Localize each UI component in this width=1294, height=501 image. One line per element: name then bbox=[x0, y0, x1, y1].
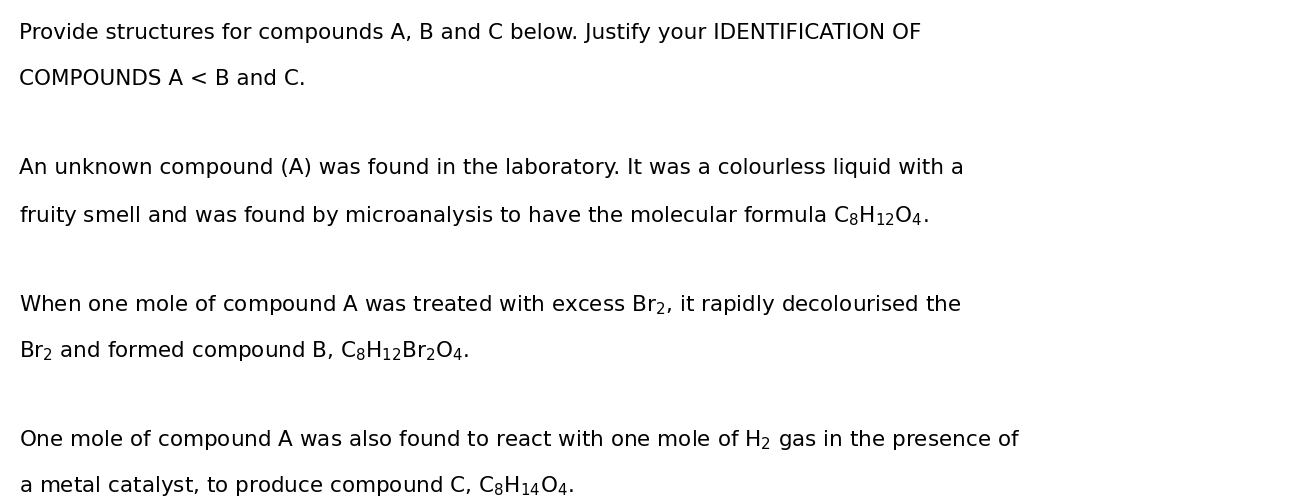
Text: When one mole of compound A was treated with excess $\mathregular{Br_2}$, it rap: When one mole of compound A was treated … bbox=[19, 292, 961, 316]
Text: $\mathregular{Br_2}$ and formed compound B, $\mathregular{C_8H_{12}Br_2O_4}$.: $\mathregular{Br_2}$ and formed compound… bbox=[19, 338, 470, 362]
Text: Provide structures for compounds A, B and C below. Justify your IDENTIFICATION O: Provide structures for compounds A, B an… bbox=[19, 23, 921, 43]
Text: fruity smell and was found by microanalysis to have the molecular formula $\math: fruity smell and was found by microanaly… bbox=[19, 203, 929, 227]
Text: a metal catalyst, to produce compound C, $\mathregular{C_8H_{14}O_4}$.: a metal catalyst, to produce compound C,… bbox=[19, 473, 575, 497]
Text: An unknown compound (A) was found in the laboratory. It was a colourless liquid : An unknown compound (A) was found in the… bbox=[19, 157, 964, 177]
Text: One mole of compound A was also found to react with one mole of $\mathregular{H_: One mole of compound A was also found to… bbox=[19, 427, 1021, 451]
Text: COMPOUNDS A < B and C.: COMPOUNDS A < B and C. bbox=[19, 69, 307, 89]
